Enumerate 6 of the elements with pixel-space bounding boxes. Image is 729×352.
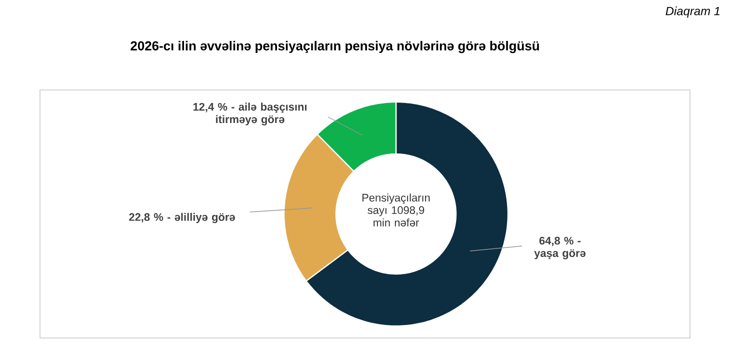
- text: Diaqram 1: [666, 6, 720, 18]
- slice-label: 64,8 % - yaşa görə: [534, 236, 586, 260]
- slice-label: 22,8 % - əlilliyə görə: [129, 212, 235, 224]
- slice-label: 12,4 % - ailə başçısını itirməyə görə: [193, 102, 306, 126]
- text: Pensiyaçıların sayı 1098,9 min nəfər: [362, 194, 430, 226]
- chart-title: 2026-cı ilin əvvəlinə pensiyaçıların pensiya növlərinə görə bölgüsü: [130, 40, 539, 54]
